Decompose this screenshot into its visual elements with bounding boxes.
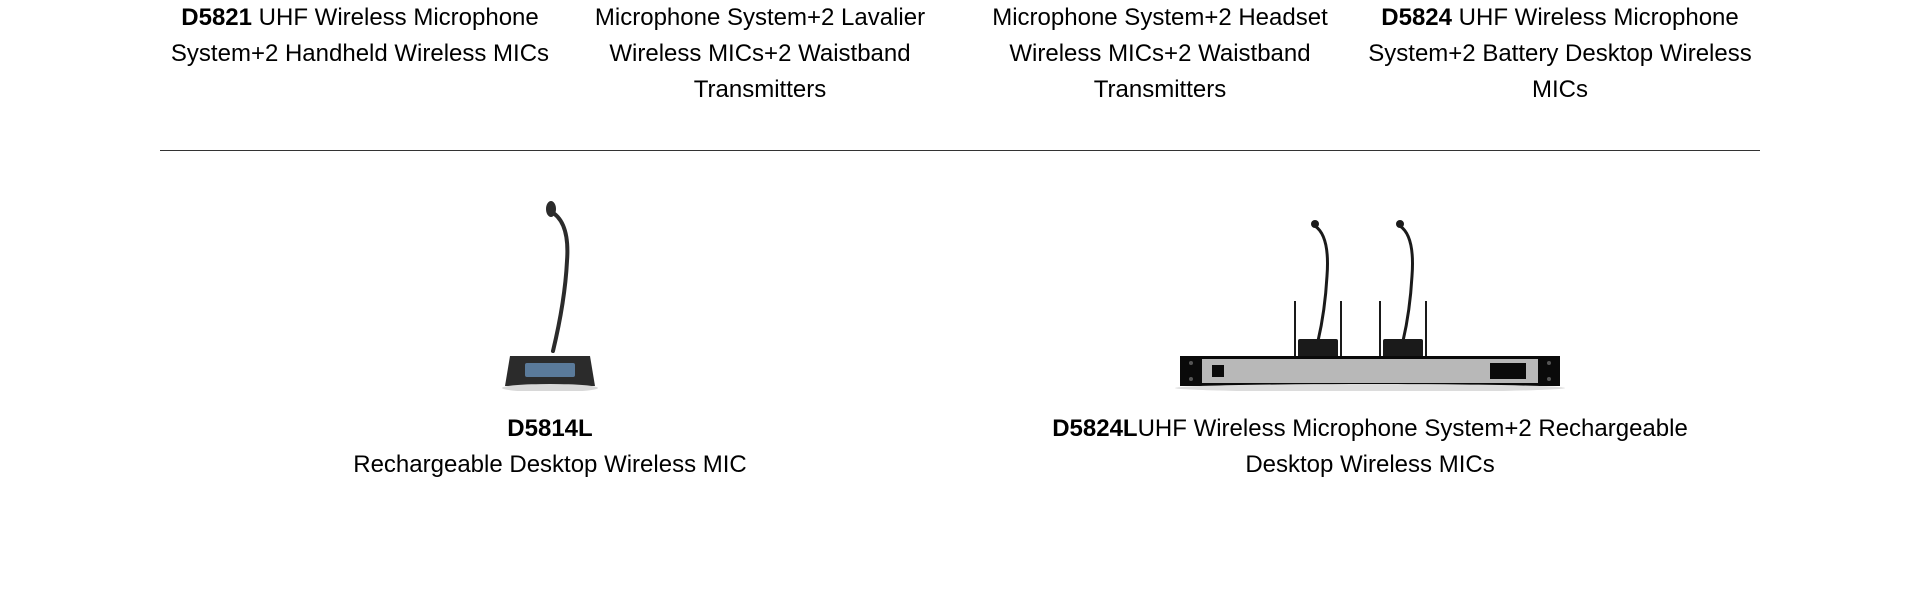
- product-model: D5824: [1381, 4, 1452, 31]
- product-caption: D5814L Rechargeable Desktop Wireless MIC: [160, 411, 940, 483]
- product-col-1: D5821 UHF Wireless Microphone System+2 H…: [160, 0, 560, 108]
- product-model: D5814L: [507, 415, 592, 442]
- mic-desktop-icon: [475, 201, 625, 391]
- mic-system-icon: [1160, 201, 1580, 391]
- product-col-2: Microphone System+2 Lavalier Wireless MI…: [560, 0, 960, 108]
- top-product-row: D5821 UHF Wireless Microphone System+2 H…: [0, 0, 1920, 108]
- product-col-3: Microphone System+2 Headset Wireless MIC…: [960, 0, 1360, 108]
- product-model: D5821: [181, 4, 252, 31]
- product-desc: Microphone System+2 Lavalier Wireless MI…: [595, 4, 925, 103]
- product-desc-1: UHF Wireless Microphone System+2 Recharg…: [1138, 415, 1688, 442]
- product-desc-2: Desktop Wireless MICs: [980, 447, 1760, 483]
- product-image: [160, 201, 940, 391]
- product-card-d5814l: D5814L Rechargeable Desktop Wireless MIC: [160, 201, 940, 483]
- product-image: [980, 201, 1760, 391]
- product-card-d5824l: D5824LUHF Wireless Microphone System+2 R…: [980, 201, 1760, 483]
- product-desc: Microphone System+2 Headset Wireless MIC…: [992, 4, 1328, 103]
- product-col-4: D5824 UHF Wireless Microphone System+2 B…: [1360, 0, 1760, 108]
- product-caption: D5824LUHF Wireless Microphone System+2 R…: [980, 411, 1760, 483]
- product-desc-2: Rechargeable Desktop Wireless MIC: [160, 447, 940, 483]
- bottom-product-row: D5814L Rechargeable Desktop Wireless MIC: [0, 201, 1920, 483]
- product-model: D5824L: [1052, 415, 1137, 442]
- section-divider: [160, 150, 1760, 151]
